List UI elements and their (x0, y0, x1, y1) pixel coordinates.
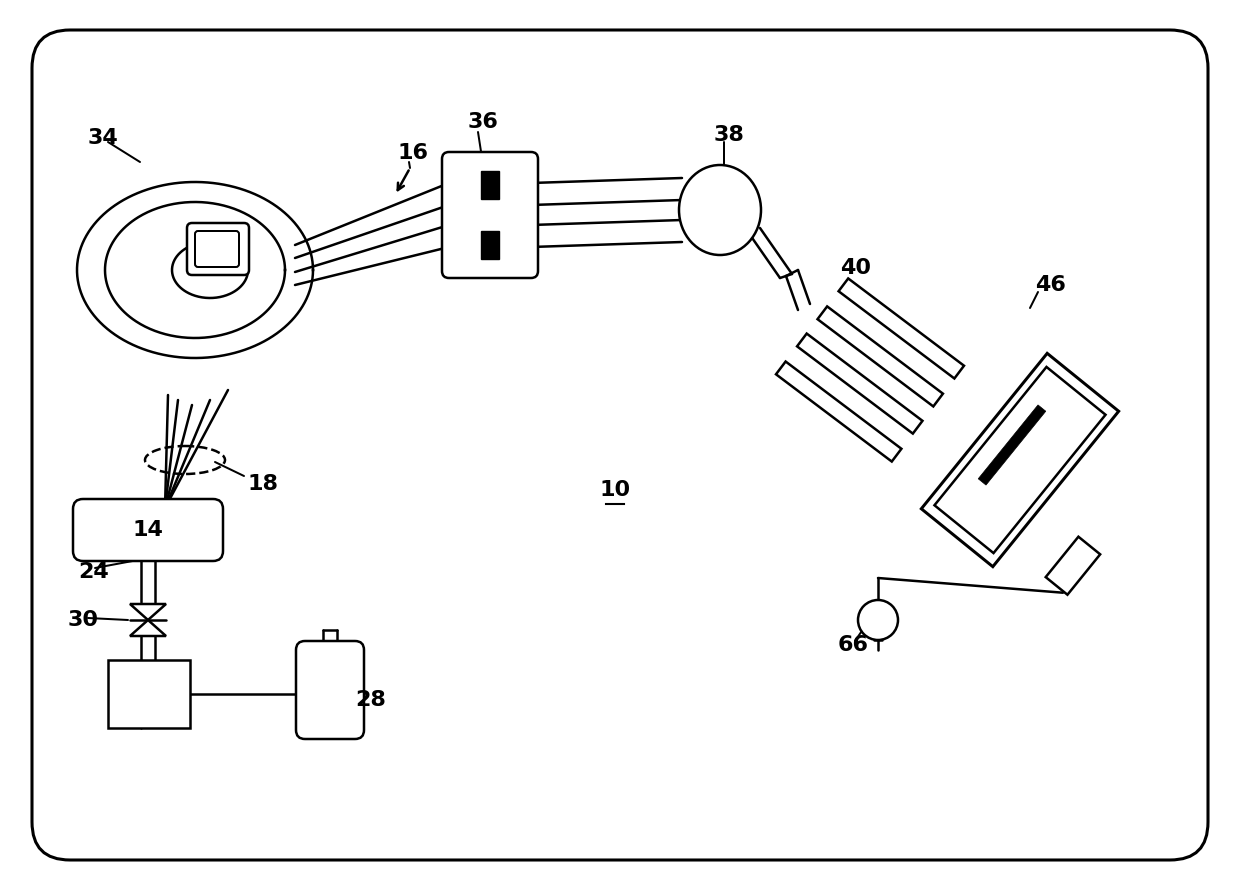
Polygon shape (978, 404, 1045, 485)
Polygon shape (797, 333, 923, 434)
Text: 66: 66 (838, 635, 869, 655)
Text: 28: 28 (355, 690, 386, 710)
Polygon shape (130, 620, 166, 636)
Polygon shape (838, 278, 963, 379)
Text: 36: 36 (467, 112, 498, 132)
FancyBboxPatch shape (187, 223, 249, 275)
Text: 10: 10 (599, 480, 631, 500)
Bar (481, 231, 498, 259)
FancyBboxPatch shape (195, 231, 239, 267)
Circle shape (858, 600, 898, 640)
Bar (481, 171, 498, 199)
Polygon shape (921, 353, 1118, 566)
FancyBboxPatch shape (441, 152, 538, 278)
Polygon shape (817, 307, 942, 406)
FancyBboxPatch shape (73, 499, 223, 561)
Text: 14: 14 (133, 520, 164, 540)
FancyBboxPatch shape (32, 30, 1208, 860)
Text: 40: 40 (839, 258, 870, 278)
Text: 24: 24 (78, 562, 109, 582)
Text: 34: 34 (88, 128, 119, 148)
Bar (108, 660, 190, 728)
Polygon shape (776, 362, 901, 461)
Ellipse shape (680, 165, 761, 255)
Polygon shape (1045, 537, 1100, 595)
Text: 46: 46 (1035, 275, 1066, 295)
Text: 18: 18 (248, 474, 279, 494)
Polygon shape (935, 367, 1106, 553)
Polygon shape (130, 604, 166, 620)
Text: 38: 38 (714, 125, 745, 145)
FancyBboxPatch shape (296, 641, 365, 739)
Text: 16: 16 (398, 143, 429, 163)
Text: 30: 30 (68, 610, 99, 630)
